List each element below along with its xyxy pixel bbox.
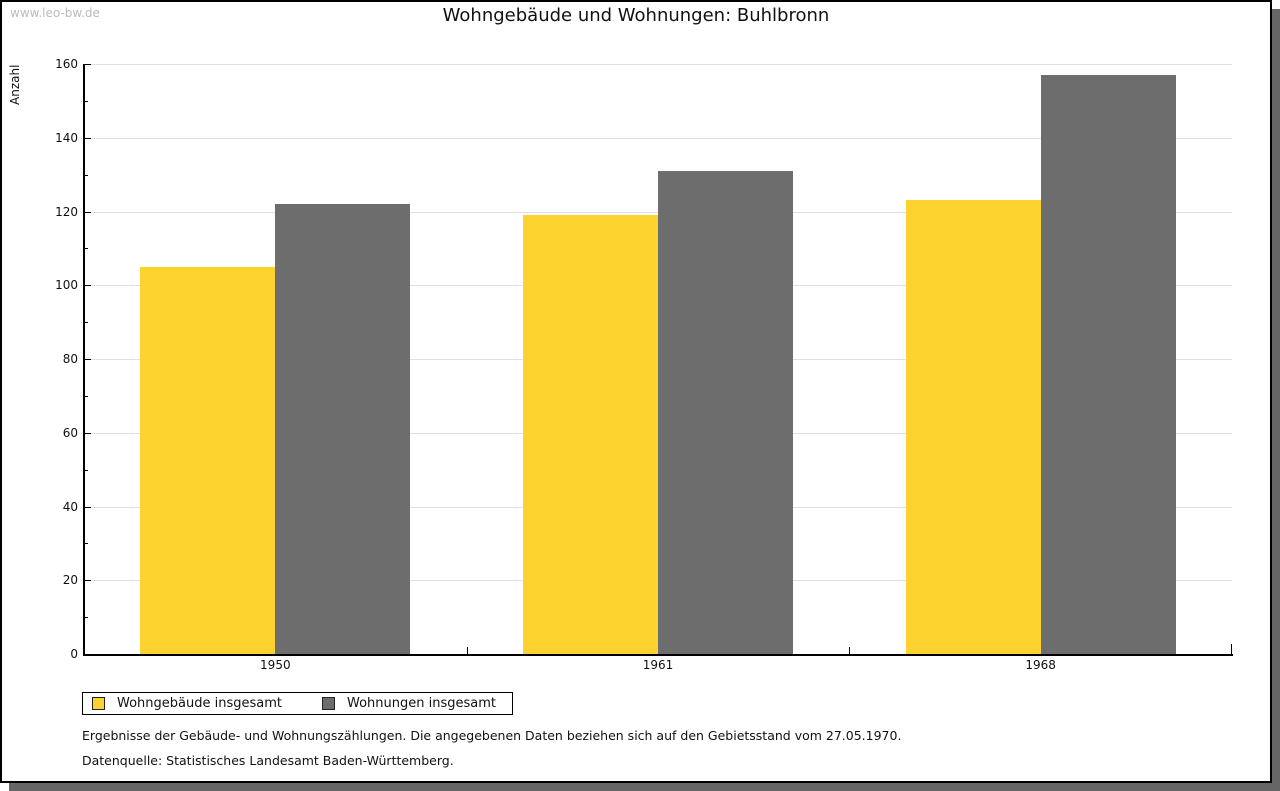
data-source: Datenquelle: Statistisches Landesamt Bad… [82,753,454,768]
legend-item-series1: Wohngebäude insgesamt [92,696,282,711]
plot-area: 0 20 40 60 80 100 120 140 160 1950 1961 1968 [55,57,1233,672]
legend-item-series2: Wohnungen insgesamt [322,696,496,711]
x-axis-label: 1968 [1025,658,1056,672]
bar-1950-series1[interactable] [140,267,276,654]
legend-swatch-icon [322,697,335,710]
legend-label: Wohngebäude insgesamt [117,696,282,711]
y-axis-tick [84,506,91,508]
x-axis-line [83,654,1233,656]
y-axis-tick-label: 100 [55,278,78,293]
y-axis-tick [84,617,88,619]
bar-1950-series2[interactable] [275,204,411,654]
gridline [84,137,1232,139]
y-axis-tick [84,359,91,360]
footnote: Ergebnisse der Gebäude- und Wohnungszähl… [82,728,902,743]
x-axis-label: 1961 [642,658,674,672]
legend-swatch-icon [92,697,105,710]
y-axis-tick [84,543,88,545]
y-axis-tick-label: 20 [62,573,78,588]
y-axis-tick [84,137,91,139]
y-axis-label: Anzahl [8,64,22,105]
y-axis-tick [84,469,88,471]
y-axis-tick-label: 80 [62,352,78,366]
y-axis-tick [84,174,88,176]
y-axis-tick-label: 40 [62,499,78,514]
y-axis-tick [84,580,91,582]
x-axis-end-tick [1231,644,1232,654]
y-axis-tick [84,100,88,102]
bar-1968-series2[interactable] [1040,75,1176,654]
y-axis-tick-label: 0 [70,647,78,661]
y-axis-tick [84,432,91,434]
y-axis-tick-label: 60 [62,425,78,440]
y-axis-tick [84,322,88,324]
y-axis-tick [84,211,91,213]
x-axis-tick [849,647,850,654]
x-axis-tick [467,647,468,654]
y-axis-line [83,64,85,654]
y-axis-tick-label: 140 [55,130,78,145]
x-axis-label: 1950 [260,658,291,672]
y-axis-tick [84,64,91,65]
bar-1961-series1[interactable] [523,215,658,654]
bar-1968-series1[interactable] [905,200,1041,654]
legend-label: Wohnungen insgesamt [347,696,496,711]
y-axis-tick [84,248,88,250]
chart-title: Wohngebäude und Wohnungen: Buhlbronn [442,5,830,26]
y-axis-tick-label: 160 [55,57,78,71]
y-axis-tick-label: 120 [55,204,78,219]
y-axis-tick [84,395,88,397]
gridline [84,64,1232,65]
legend: Wohngebäude insgesamt Wohnungen insgesamt [82,692,513,715]
watermark: www.leo-bw.de [10,6,100,20]
bar-1961-series2[interactable] [658,171,793,654]
y-axis-tick [84,285,91,287]
